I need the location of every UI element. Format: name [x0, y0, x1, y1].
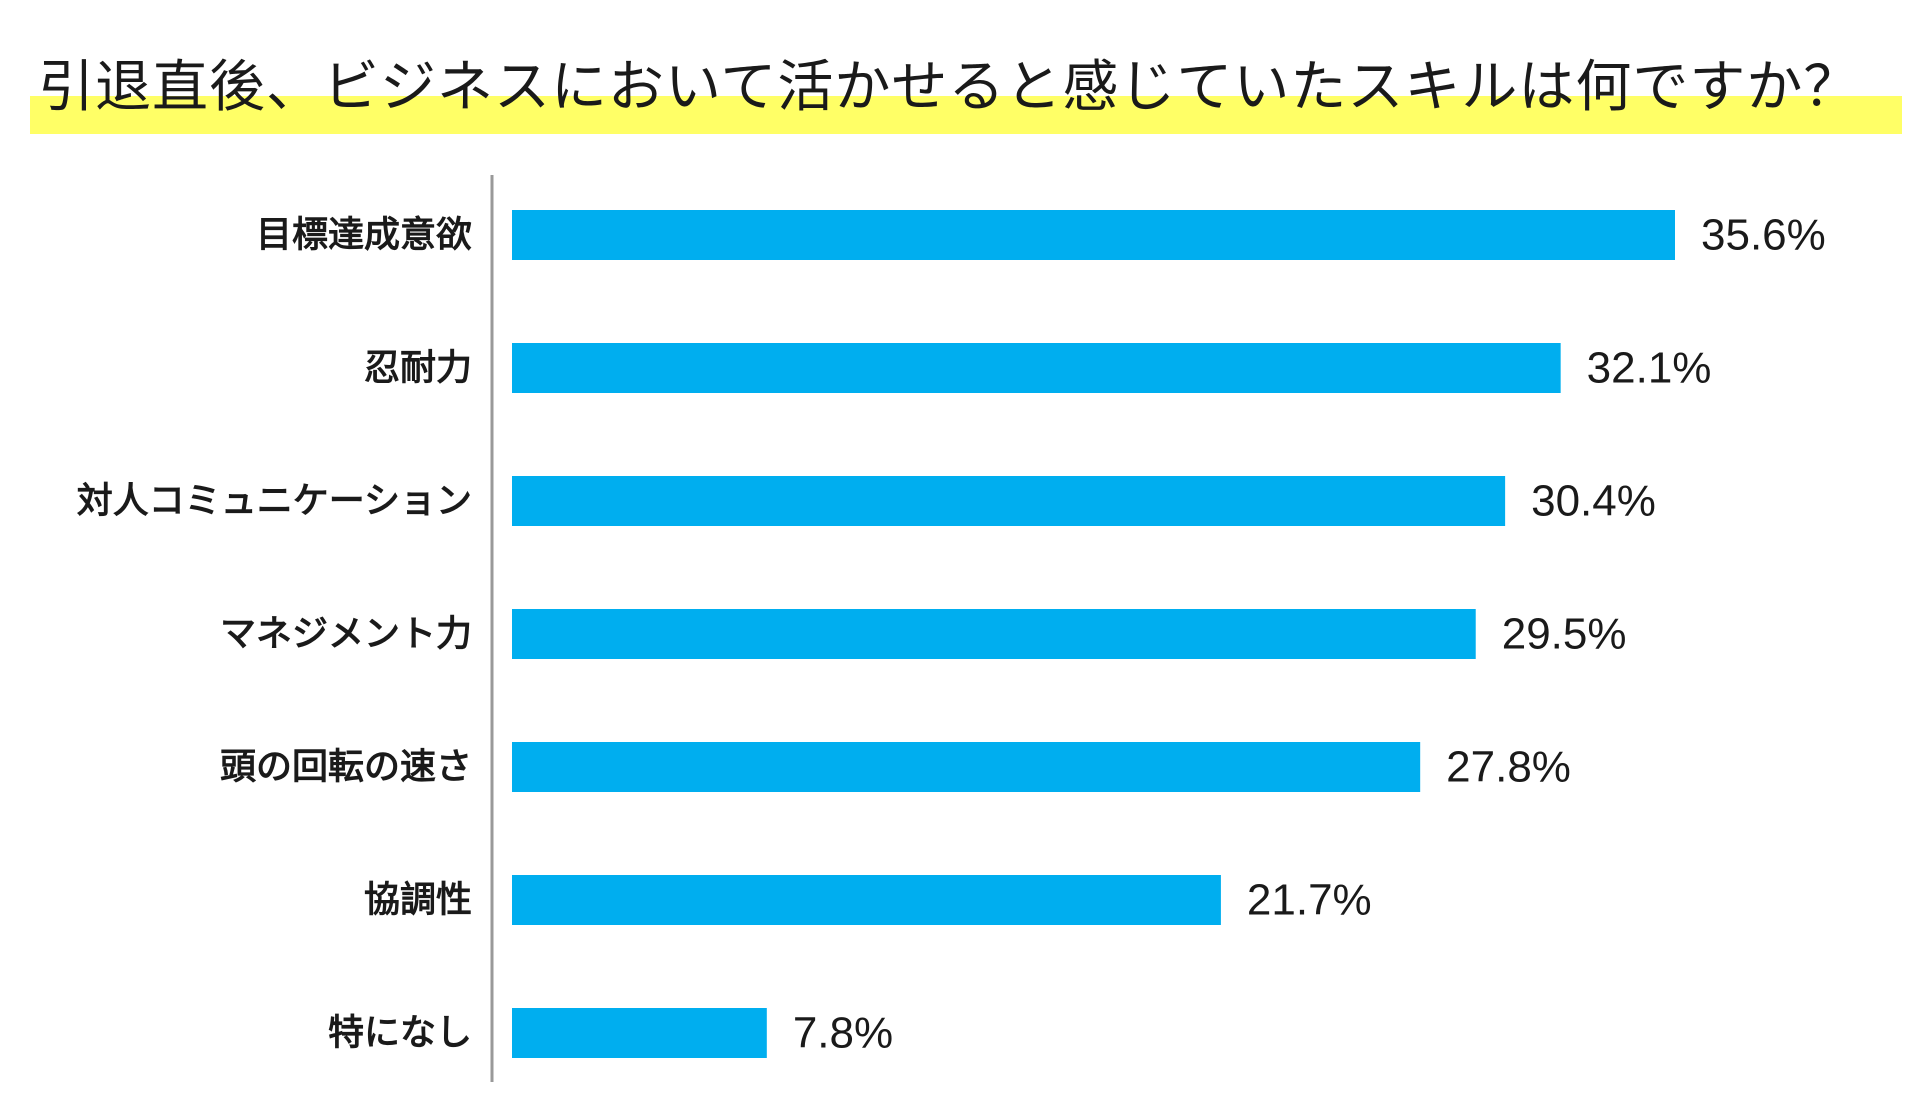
- bar-group: 対人コミュニケーション 30.4%: [77, 476, 1656, 526]
- value-label: 27.8%: [1446, 743, 1571, 792]
- bar: [512, 742, 1421, 792]
- bar-group: 頭の回転の速さ 27.8%: [220, 742, 1571, 792]
- category-label: 頭の回転の速さ: [220, 747, 472, 788]
- category-label: 対人コミュニケーション: [77, 481, 472, 522]
- value-label: 35.6%: [1701, 211, 1826, 260]
- bar-group: 目標達成意欲 35.6%: [256, 210, 1826, 260]
- category-label: 忍耐力: [364, 348, 472, 389]
- bar: [512, 1008, 767, 1058]
- chart-title: 引退直後、ビジネスにおいて活かせると感じていたスキルは何ですか？: [38, 55, 1861, 120]
- value-label: 29.5%: [1502, 610, 1627, 659]
- bar: [512, 210, 1675, 260]
- category-label: 特になし: [328, 1013, 472, 1054]
- category-label: マネジメント力: [220, 614, 472, 655]
- value-label: 32.1%: [1587, 344, 1712, 393]
- value-label: 30.4%: [1531, 477, 1656, 526]
- title-highlight: [30, 96, 1902, 134]
- bar: [512, 476, 1506, 526]
- value-label: 7.8%: [793, 1009, 893, 1058]
- category-label: 目標達成意欲: [256, 215, 472, 256]
- bar: [512, 609, 1476, 659]
- bar: [512, 875, 1221, 925]
- bar-group: マネジメント力 29.5%: [220, 609, 1627, 659]
- bar-group: 協調性 21.7%: [364, 875, 1372, 925]
- bar-group: 特になし 7.8%: [328, 1008, 893, 1058]
- title-area: 引退直後、ビジネスにおいて活かせると感じていたスキルは何ですか？: [30, 40, 1902, 140]
- bar: [512, 343, 1561, 393]
- bar-group: 忍耐力 32.1%: [364, 343, 1711, 393]
- category-label: 協調性: [364, 880, 472, 921]
- value-label: 21.7%: [1247, 876, 1372, 925]
